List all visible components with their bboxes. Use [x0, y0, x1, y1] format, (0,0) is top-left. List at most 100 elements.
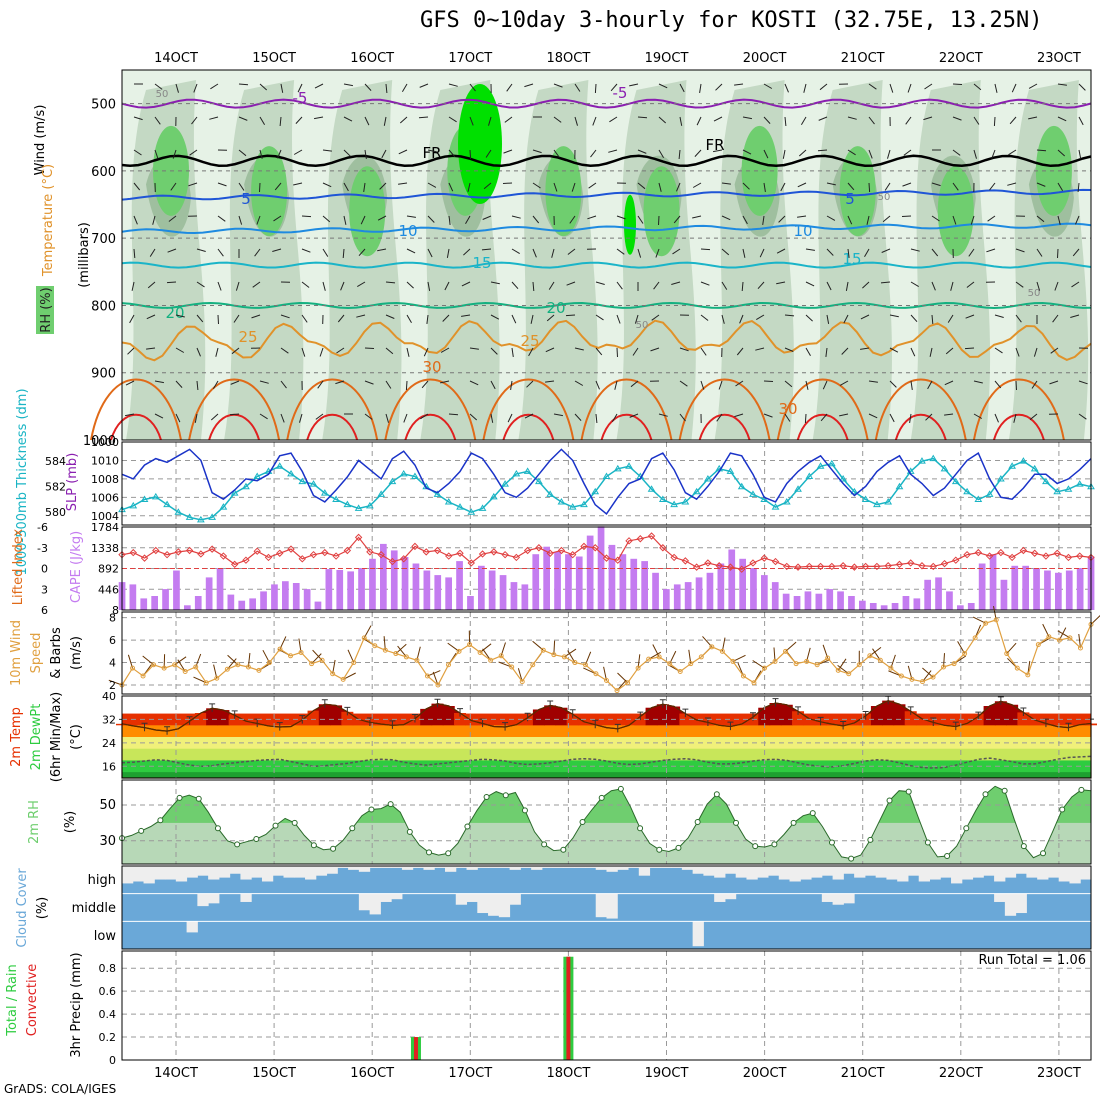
wind-barb	[994, 83, 998, 93]
wind-barb	[528, 347, 534, 357]
wind-barb	[545, 380, 555, 383]
precip-convective-axis-label: Convective	[25, 964, 40, 1037]
high-cloud-gap	[940, 866, 952, 878]
wind-barb	[322, 149, 332, 152]
wind-speed-marker	[793, 661, 799, 667]
wind-barb	[293, 182, 303, 186]
cape-bar	[597, 526, 605, 610]
mid-cloud-gap	[821, 893, 834, 902]
li-marker	[895, 560, 904, 569]
li-marker	[828, 562, 836, 571]
high-cloud-gap	[1004, 866, 1017, 878]
cape-bar	[1055, 572, 1062, 610]
li-marker	[546, 549, 554, 557]
wind-barb	[272, 248, 282, 252]
thickness-marker	[568, 503, 577, 510]
wind-barb	[427, 215, 435, 223]
wind-barb	[755, 347, 765, 351]
wind-speed-marker	[256, 667, 262, 673]
wind-barb	[426, 314, 429, 324]
wind-barb	[511, 314, 517, 324]
li-marker	[456, 549, 464, 557]
wind-barb	[364, 116, 370, 126]
wind-barb	[506, 83, 513, 92]
thickness-marker	[1053, 487, 1062, 495]
cape-tick-label: 1784	[91, 521, 119, 534]
wind-barb	[448, 182, 454, 192]
lifted-index-line	[121, 535, 1092, 570]
wind-barb	[1057, 248, 1059, 259]
wind-barb	[784, 380, 793, 388]
wind-barb	[146, 347, 156, 350]
wind-barb	[406, 314, 412, 324]
isotherm-30	[90, 378, 182, 441]
wind-barb	[678, 149, 681, 160]
high-cloud-gap	[811, 866, 823, 878]
li-cape-frame	[121, 526, 1092, 611]
wind-barb	[217, 248, 224, 257]
wind-barb	[259, 149, 263, 159]
wind-speed-marker	[635, 665, 641, 671]
wind-barb	[170, 182, 177, 191]
wind-barb	[973, 116, 980, 125]
li-marker	[523, 546, 532, 555]
wind-barb	[776, 281, 786, 285]
cape-bar	[325, 569, 333, 610]
li-marker	[1064, 553, 1073, 562]
wind-barb	[574, 413, 582, 421]
thickness-marker	[1075, 480, 1084, 487]
cape-bar	[891, 603, 899, 610]
wind-barb	[483, 182, 492, 190]
wind-barb	[742, 149, 752, 155]
wind-barb	[423, 347, 429, 357]
wind-barb	[784, 347, 794, 352]
wind-barb	[481, 248, 492, 251]
wind-barb	[868, 149, 873, 159]
wind-barb	[259, 380, 269, 384]
rh2m-marker	[214, 825, 221, 832]
wind-barb	[567, 248, 576, 255]
wind-barb	[973, 149, 977, 159]
wind-barb	[463, 248, 471, 256]
wind-barb	[154, 413, 164, 419]
contour-label: 30	[778, 400, 797, 418]
wind-speed-marker	[962, 651, 968, 657]
cape-bar	[815, 593, 823, 610]
wind-barb	[721, 248, 730, 256]
cape-bar	[434, 575, 442, 610]
thickness-marker	[658, 495, 667, 502]
high-cloud-gap	[606, 866, 618, 872]
cape-bar	[140, 598, 148, 610]
wind-barb	[950, 281, 954, 291]
high-cloud-gap	[746, 866, 758, 880]
high-cloud-gap	[703, 866, 715, 876]
wind-barb	[616, 281, 623, 290]
wind-barb	[315, 413, 324, 420]
cape-bar	[129, 584, 137, 610]
wind-barb	[845, 281, 849, 291]
wind-speed-marker	[582, 662, 588, 668]
cape-bar	[510, 582, 518, 610]
wind-speed-marker	[856, 662, 862, 668]
thickness-marker	[242, 482, 250, 490]
isotherm-35	[698, 413, 751, 441]
wind-barb	[293, 149, 303, 155]
li-marker	[287, 545, 295, 553]
wind-barb	[931, 314, 934, 325]
cape-bar	[216, 568, 224, 610]
wind-barb	[910, 281, 919, 288]
isotherm-35	[110, 413, 162, 441]
li-marker	[332, 552, 340, 560]
cape-bar	[336, 570, 344, 610]
wind-barb	[314, 83, 324, 89]
li-marker	[309, 550, 318, 559]
wind-barb	[524, 413, 534, 419]
thickness-marker	[704, 475, 712, 482]
wind-barb	[692, 182, 702, 188]
wind-barb	[679, 116, 683, 126]
wind-barb	[469, 413, 478, 421]
high-cloud-gap	[735, 866, 747, 878]
wind-barb	[715, 83, 723, 91]
slp-axis-label: SLP (mb)	[65, 453, 80, 512]
wind-barb	[551, 248, 555, 258]
